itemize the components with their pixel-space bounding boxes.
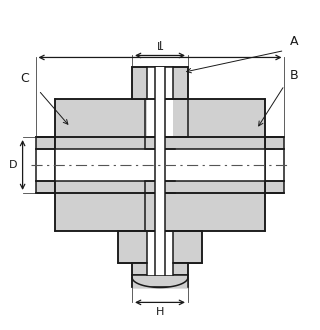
Text: I: I — [158, 42, 162, 51]
Bar — [120, 231, 200, 263]
Bar — [158, 99, 188, 137]
Bar — [147, 231, 173, 263]
Text: D: D — [9, 160, 18, 170]
Text: B: B — [289, 69, 298, 82]
Bar — [147, 263, 173, 275]
Bar — [132, 263, 188, 275]
Bar — [147, 231, 173, 263]
Text: C: C — [20, 72, 29, 85]
Bar — [147, 67, 173, 99]
Bar — [265, 181, 284, 193]
Bar — [265, 137, 284, 149]
Bar — [145, 99, 265, 231]
Bar — [118, 231, 202, 263]
Bar — [36, 137, 55, 149]
Bar — [55, 99, 175, 231]
Bar — [132, 67, 188, 99]
Bar — [55, 149, 175, 181]
Bar — [145, 149, 265, 181]
Bar — [132, 275, 188, 287]
Bar — [147, 99, 173, 137]
Text: H: H — [156, 307, 164, 317]
Text: A: A — [289, 35, 298, 48]
Bar — [36, 181, 55, 193]
Bar — [155, 67, 165, 275]
Text: L: L — [157, 43, 163, 52]
